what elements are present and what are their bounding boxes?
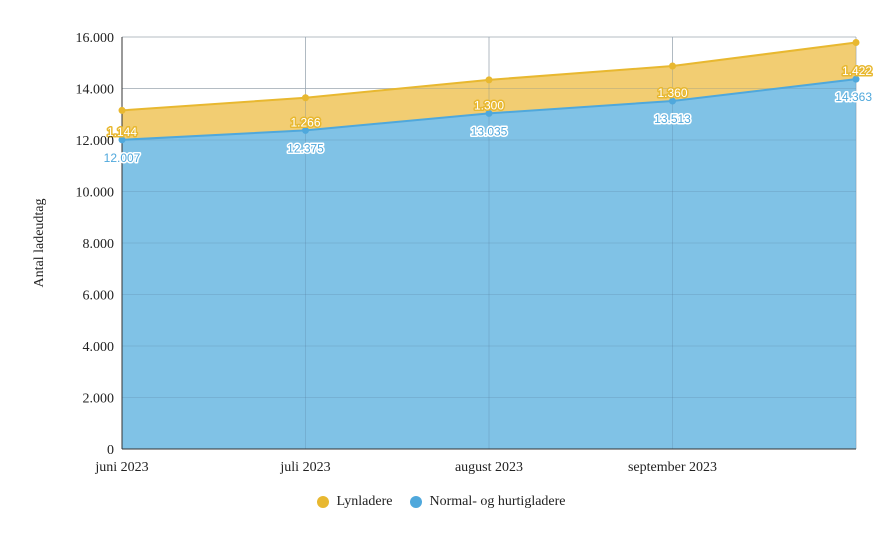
legend-swatch-lynladere xyxy=(317,496,330,508)
legend-label-lynladere: Lynladere xyxy=(336,494,393,509)
x-tick-label: juli 2023 xyxy=(279,460,330,475)
point-lynladere xyxy=(118,106,126,114)
point-normal-hurtig xyxy=(485,109,493,117)
point-lynladere xyxy=(669,62,676,70)
point-normal-hurtig xyxy=(669,97,676,105)
data-label-lynladere: 1.144 xyxy=(107,125,137,139)
y-tick-label: 4.000 xyxy=(83,340,115,355)
point-lynladere xyxy=(302,94,309,102)
data-label-normal-hurtig: 14.363 xyxy=(835,90,872,104)
y-tick-label: 16.000 xyxy=(76,31,115,46)
y-tick-label: 6.000 xyxy=(83,289,115,304)
y-tick-label: 12.000 xyxy=(76,134,115,149)
legend-label-normal-hurtig: Normal- og hurtigladere xyxy=(429,494,566,509)
y-tick-label: 10.000 xyxy=(76,186,115,201)
data-label-lynladere: 1.422 xyxy=(842,64,872,78)
legend-swatch-normal-hurtig xyxy=(410,496,423,508)
y-tick-label: 0 xyxy=(107,443,114,458)
y-tick-label: 2.000 xyxy=(83,392,115,407)
x-tick-label: august 2023 xyxy=(455,460,523,475)
data-label-normal-hurtig: 12.375 xyxy=(287,141,324,155)
point-lynladere xyxy=(485,76,493,84)
data-label-normal-hurtig: 13.035 xyxy=(471,124,508,138)
y-tick-label: 14.000 xyxy=(76,83,115,98)
point-normal-hurtig xyxy=(302,126,309,134)
point-lynladere xyxy=(852,39,860,47)
y-tick-label: 8.000 xyxy=(83,237,115,252)
point-normal-hurtig xyxy=(118,136,126,144)
data-label-lynladere: 1.300 xyxy=(474,98,504,112)
x-tick-label: juni 2023 xyxy=(94,460,148,475)
legend-item-normal-hurtig[interactable]: Normal- og hurtigladere xyxy=(410,494,566,510)
data-label-normal-hurtig: 12.007 xyxy=(104,151,141,165)
y-axis-title: Antal ladeudtag xyxy=(32,198,47,287)
data-label-normal-hurtig: 13.513 xyxy=(654,112,691,126)
area-normal-hurtig xyxy=(122,79,856,450)
data-label-lynladere: 1.266 xyxy=(290,115,320,129)
legend: Lynladere Normal- og hurtigladere xyxy=(0,494,883,510)
data-label-lynladere: 1.360 xyxy=(657,86,687,100)
legend-item-lynladere[interactable]: Lynladere xyxy=(317,494,392,510)
point-normal-hurtig xyxy=(852,75,860,83)
x-tick-label: september 2023 xyxy=(628,460,717,475)
